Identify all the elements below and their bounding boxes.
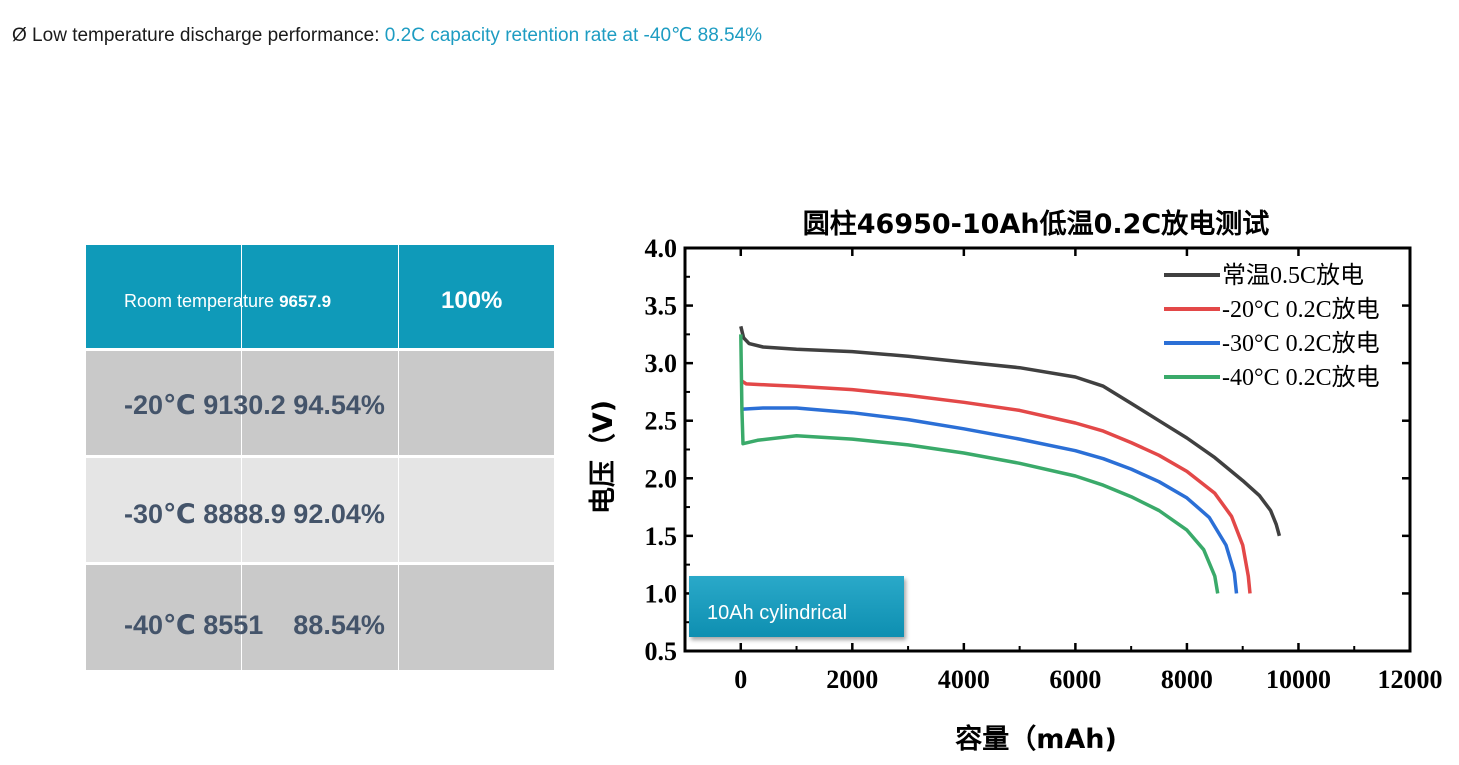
legend-label: 常温0.5C放电	[1222, 262, 1364, 289]
row-minus40: -40℃ 8551 88.54%	[124, 610, 385, 640]
y-axis-title: 电压（V)	[588, 400, 619, 514]
legend-label: -30°C 0.2C放电	[1222, 330, 1380, 357]
header-label: Room temperature	[124, 291, 280, 311]
discharge-chart: 圆柱46950-10Ah低温0.2C放电测试 容量（mAh) 电压（V) 0.5…	[588, 208, 1443, 755]
header-room-temp: Room temperature 9657.9	[124, 291, 331, 312]
column-divider	[398, 245, 399, 670]
headline-prefix: Ø Low temperature discharge performance:	[12, 25, 385, 46]
column-divider	[241, 245, 242, 670]
header-retention: 100%	[441, 287, 503, 314]
cell-type-callout: 10Ah cylindrical	[689, 576, 904, 637]
x-tick-label: 4000	[938, 665, 990, 694]
y-tick-label: 3.5	[645, 292, 678, 321]
y-tick-label: 4.0	[645, 234, 678, 263]
series-line	[739, 325, 1282, 537]
header-capacity: 9657.9	[279, 292, 332, 311]
y-tick-label: 2.5	[645, 407, 678, 436]
capacity-table: Room temperature 9657.9 100% -20℃ 9130.2…	[86, 245, 554, 670]
x-tick-label: 12000	[1378, 665, 1443, 694]
table-row	[86, 458, 554, 562]
series-line	[739, 378, 1252, 594]
plot-area: 0.5 1.0 1.5 2.0 2.5 3.0 3.5 4.0 0 2000 4000 6000 800…	[645, 234, 1443, 694]
headline-highlight: 0.2C capacity retention rate at -40℃ 88.…	[384, 25, 763, 46]
table-row	[86, 351, 554, 455]
y-tick-label: 0.5	[645, 637, 678, 666]
row-minus30: -30℃ 8888.9 92.04%	[124, 499, 385, 529]
y-tick-label: 1.0	[645, 579, 678, 608]
headline: Ø Low temperature discharge performance:…	[12, 24, 762, 47]
series-line	[739, 334, 1220, 594]
legend-label: -40°C 0.2C放电	[1222, 364, 1380, 391]
legend-label: -20°C 0.2C放电	[1222, 296, 1380, 323]
x-axis-title: 容量（mAh)	[955, 723, 1117, 755]
x-tick-label: 10000	[1266, 665, 1331, 694]
row-minus20: -20℃ 9130.2 94.54%	[124, 390, 385, 420]
x-tick-label: 2000	[826, 665, 878, 694]
y-tick-label: 2.0	[645, 464, 678, 493]
x-tick-label: 6000	[1049, 665, 1101, 694]
series-line	[740, 406, 1239, 594]
y-tick-label: 1.5	[645, 522, 678, 551]
x-tick-label: 8000	[1161, 665, 1213, 694]
x-tick-label: 0	[734, 665, 747, 694]
y-tick-label: 3.0	[645, 349, 678, 378]
table-row	[86, 565, 554, 670]
chart-title: 圆柱46950-10Ah低温0.2C放电测试	[803, 208, 1269, 240]
table-header-row	[86, 245, 554, 348]
